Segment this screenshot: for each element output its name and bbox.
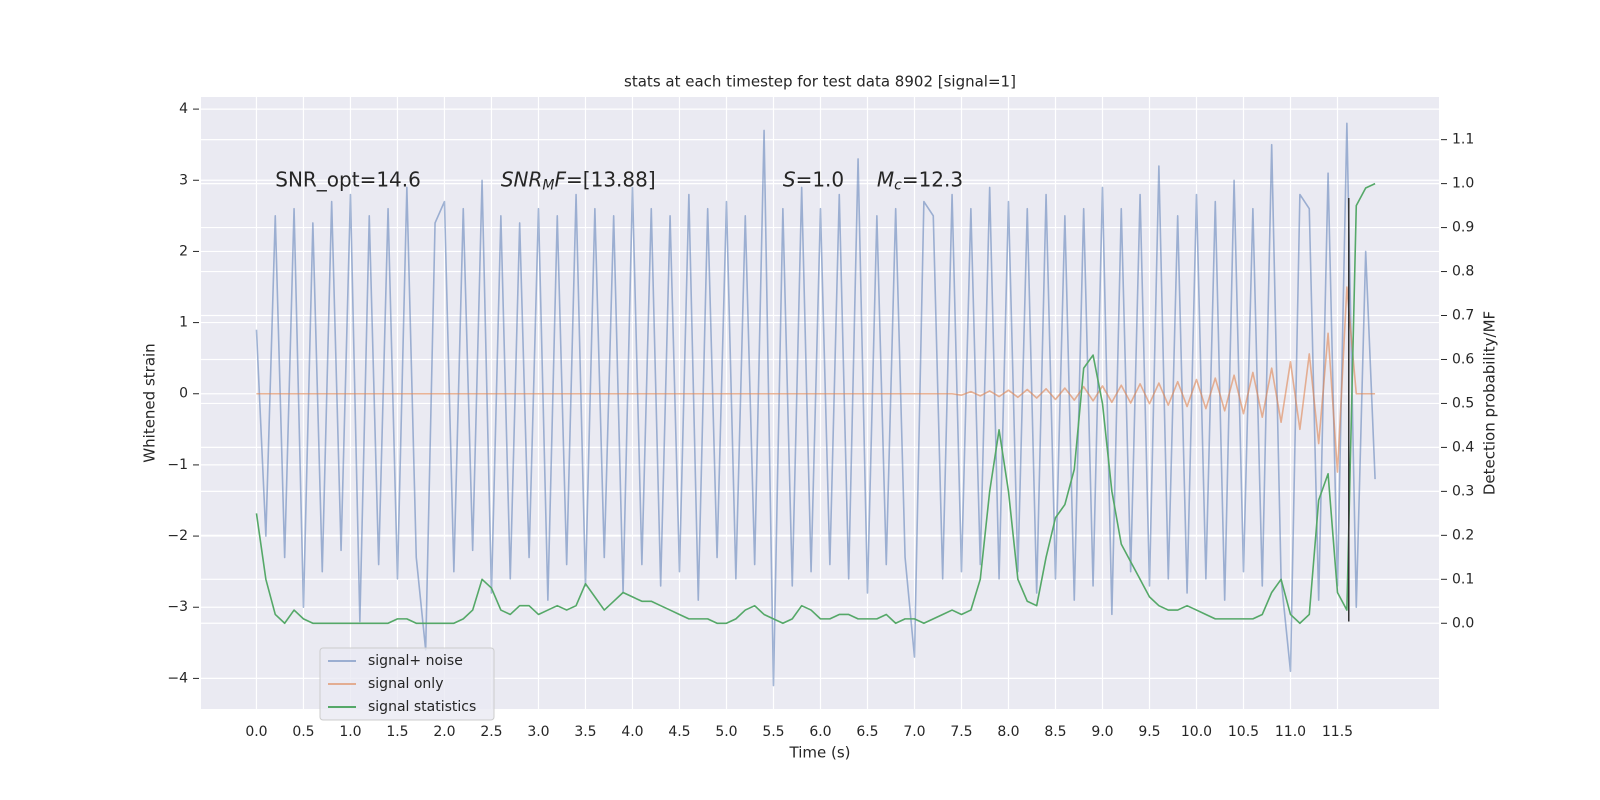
x-tick-label: 7.0 bbox=[903, 724, 925, 740]
y2-tick-label: 1.0 bbox=[1452, 176, 1474, 192]
x-tick-label: 5.0 bbox=[715, 724, 737, 740]
y-tick-label: −1 bbox=[167, 457, 188, 473]
y2-tick-label: 0.4 bbox=[1452, 439, 1474, 455]
y2-tick-label: 0.9 bbox=[1452, 220, 1474, 236]
y2-tick-label: 0.6 bbox=[1452, 351, 1474, 367]
annotation-part: =1.0 bbox=[796, 167, 845, 191]
x-tick-label: 10.0 bbox=[1181, 724, 1212, 740]
x-tick-label: 8.0 bbox=[997, 724, 1019, 740]
legend-label: signal only bbox=[368, 676, 443, 692]
y-tick-label: 2 bbox=[179, 243, 188, 259]
legend-label: signal+ noise bbox=[368, 653, 463, 669]
y-tick-label: 1 bbox=[179, 315, 188, 331]
annotation: SNRMF=[13.88] bbox=[501, 167, 656, 194]
y-axis-label: Whitened strain bbox=[141, 343, 159, 462]
x-tick-label: 6.5 bbox=[856, 724, 878, 740]
y2-tick-label: 1.1 bbox=[1452, 132, 1474, 148]
x-tick-label: 2.5 bbox=[480, 724, 502, 740]
x-tick-label: 7.5 bbox=[950, 724, 972, 740]
series-line bbox=[256, 286, 1376, 473]
legend-label: signal statistics bbox=[368, 699, 476, 715]
x-tick-label: 0.5 bbox=[292, 724, 314, 740]
x-tick-label: 6.0 bbox=[809, 724, 831, 740]
y-tick-label: 3 bbox=[179, 172, 188, 188]
annotation-part: c bbox=[894, 177, 902, 193]
x-tick-label: 2.0 bbox=[433, 724, 455, 740]
series-line bbox=[255, 122, 1376, 687]
x-tick-label: 10.5 bbox=[1228, 724, 1259, 740]
y2-tick-label: 0.5 bbox=[1452, 395, 1474, 411]
y-tick-label: 4 bbox=[179, 101, 188, 117]
y2-tick-label: 0.7 bbox=[1452, 308, 1474, 324]
y-tick-label: −3 bbox=[167, 599, 188, 615]
x-tick-label: 4.0 bbox=[621, 724, 643, 740]
y2-tick-label: 0.1 bbox=[1452, 571, 1474, 587]
annotation: Mc=12.3 bbox=[877, 167, 963, 194]
y2-tick-label: 0.0 bbox=[1452, 615, 1474, 631]
y2-tick-label: 0.2 bbox=[1452, 527, 1474, 543]
y-tick-label: 0 bbox=[179, 386, 188, 402]
y2-axis-label: Detection probability/MF bbox=[1481, 311, 1499, 495]
x-tick-label: 3.5 bbox=[574, 724, 596, 740]
x-tick-label: 9.0 bbox=[1091, 724, 1113, 740]
x-tick-label: 11.5 bbox=[1322, 724, 1353, 740]
annotation-part: F bbox=[555, 167, 567, 191]
series-line bbox=[255, 182, 1376, 625]
annotation-part: M bbox=[877, 167, 894, 191]
x-tick-label: 5.5 bbox=[762, 724, 784, 740]
x-tick-label: 11.0 bbox=[1275, 724, 1306, 740]
x-tick-label: 3.0 bbox=[527, 724, 549, 740]
y-tick-label: −2 bbox=[167, 528, 188, 544]
legend-box bbox=[319, 647, 495, 721]
x-tick-label: 9.5 bbox=[1138, 724, 1160, 740]
x-tick-label: 1.5 bbox=[386, 724, 408, 740]
x-tick-label: 8.5 bbox=[1044, 724, 1066, 740]
x-tick-label: 0.0 bbox=[245, 724, 267, 740]
x-tick-label: 4.5 bbox=[668, 724, 690, 740]
annotation-part: M bbox=[542, 177, 554, 193]
annotation: S=1.0 bbox=[783, 167, 844, 191]
annotation-part: =[13.88] bbox=[566, 167, 656, 191]
y-tick-label: −4 bbox=[167, 670, 188, 686]
chart-title: stats at each timestep for test data 890… bbox=[624, 73, 1016, 91]
x-tick-label: 1.0 bbox=[339, 724, 361, 740]
x-axis-label: Time (s) bbox=[789, 744, 851, 762]
annotation-part: SNR_opt=14.6 bbox=[275, 167, 421, 191]
y2-tick-label: 0.3 bbox=[1452, 483, 1474, 499]
annotation-part: S bbox=[783, 167, 796, 191]
annotation-part: =12.3 bbox=[902, 167, 963, 191]
annotation: SNR_opt=14.6 bbox=[275, 167, 421, 191]
y2-tick-label: 0.8 bbox=[1452, 264, 1474, 280]
annotation-part: SNR bbox=[501, 167, 543, 191]
